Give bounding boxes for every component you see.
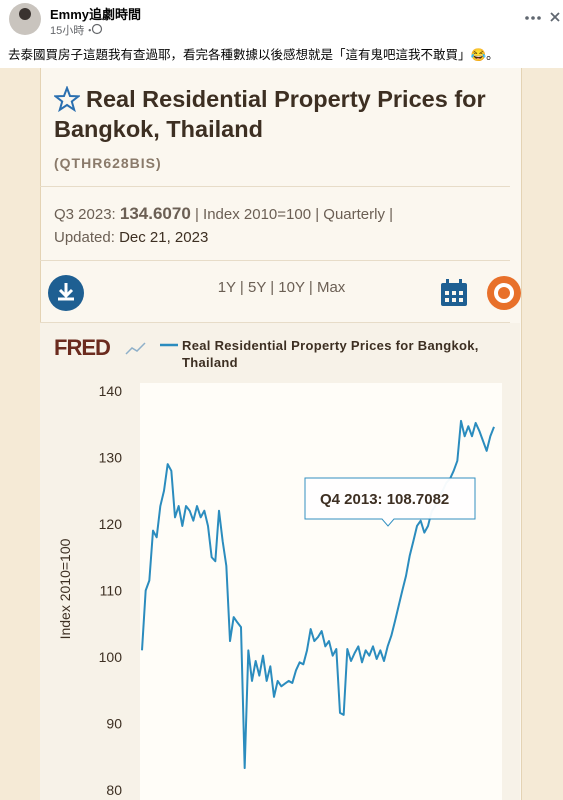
y-tick-label: 140 — [99, 383, 123, 399]
tooltip-text: Q4 2013: 108.7082 — [320, 491, 449, 508]
range-selector[interactable]: 1Y | 5Y | 10Y | Max — [217, 279, 346, 296]
series-meta: Q3 2023: 134.6070 | Index 2010=100 | Qua… — [54, 202, 494, 249]
star-icon[interactable] — [54, 86, 80, 112]
series-id: (QTHR628BIS) — [54, 155, 162, 171]
y-tick-label: 100 — [99, 649, 123, 665]
download-button[interactable] — [46, 273, 86, 313]
period: Q3 2023: — [54, 206, 116, 223]
post-header — [9, 3, 560, 35]
updated-date: Dec 21, 2023 — [119, 229, 209, 246]
latest-value: 134.6070 — [119, 204, 191, 223]
updated-label: Updated: — [54, 229, 115, 246]
settings-button[interactable] — [486, 275, 522, 311]
y-tick-label: 110 — [100, 583, 123, 599]
globe-icon — [91, 23, 103, 35]
plot-area — [140, 383, 502, 800]
y-tick-label: 80 — [106, 782, 122, 798]
series-title: Real Residential Property Prices for Ban… — [54, 86, 486, 142]
timestamp[interactable]: 15小時・ — [50, 25, 96, 37]
post-text: 去泰國買房子這題我有查過耶，看完各種數據以後感想就是「這有鬼吧這我不敢買」😂。 — [8, 48, 499, 62]
legend-entry: Real Residential Property Prices for Ban… — [182, 338, 479, 370]
divider — [40, 260, 510, 261]
logo-graph — [125, 342, 146, 355]
chart: Index 2010=100 80 90 100 110 120 130 140 Q4 201… — [40, 323, 520, 800]
y-tick-label: 120 — [99, 516, 123, 532]
close-button[interactable] — [550, 12, 560, 22]
divider — [40, 186, 510, 187]
avatar-face — [19, 8, 31, 20]
meta-info: | Index 2010=100 | Quarterly | — [194, 206, 394, 223]
fred-logo: FRED — [54, 335, 111, 360]
calendar-button[interactable] — [439, 278, 469, 308]
author[interactable]: Emmy追劇時間 — [50, 7, 142, 22]
y-tick-label: 130 — [99, 450, 123, 466]
y-axis-label: Index 2010=100 — [57, 538, 73, 639]
tooltip-box — [304, 477, 476, 527]
more-button[interactable] — [525, 16, 541, 20]
y-tick-label: 90 — [106, 716, 122, 732]
divider — [40, 322, 510, 323]
